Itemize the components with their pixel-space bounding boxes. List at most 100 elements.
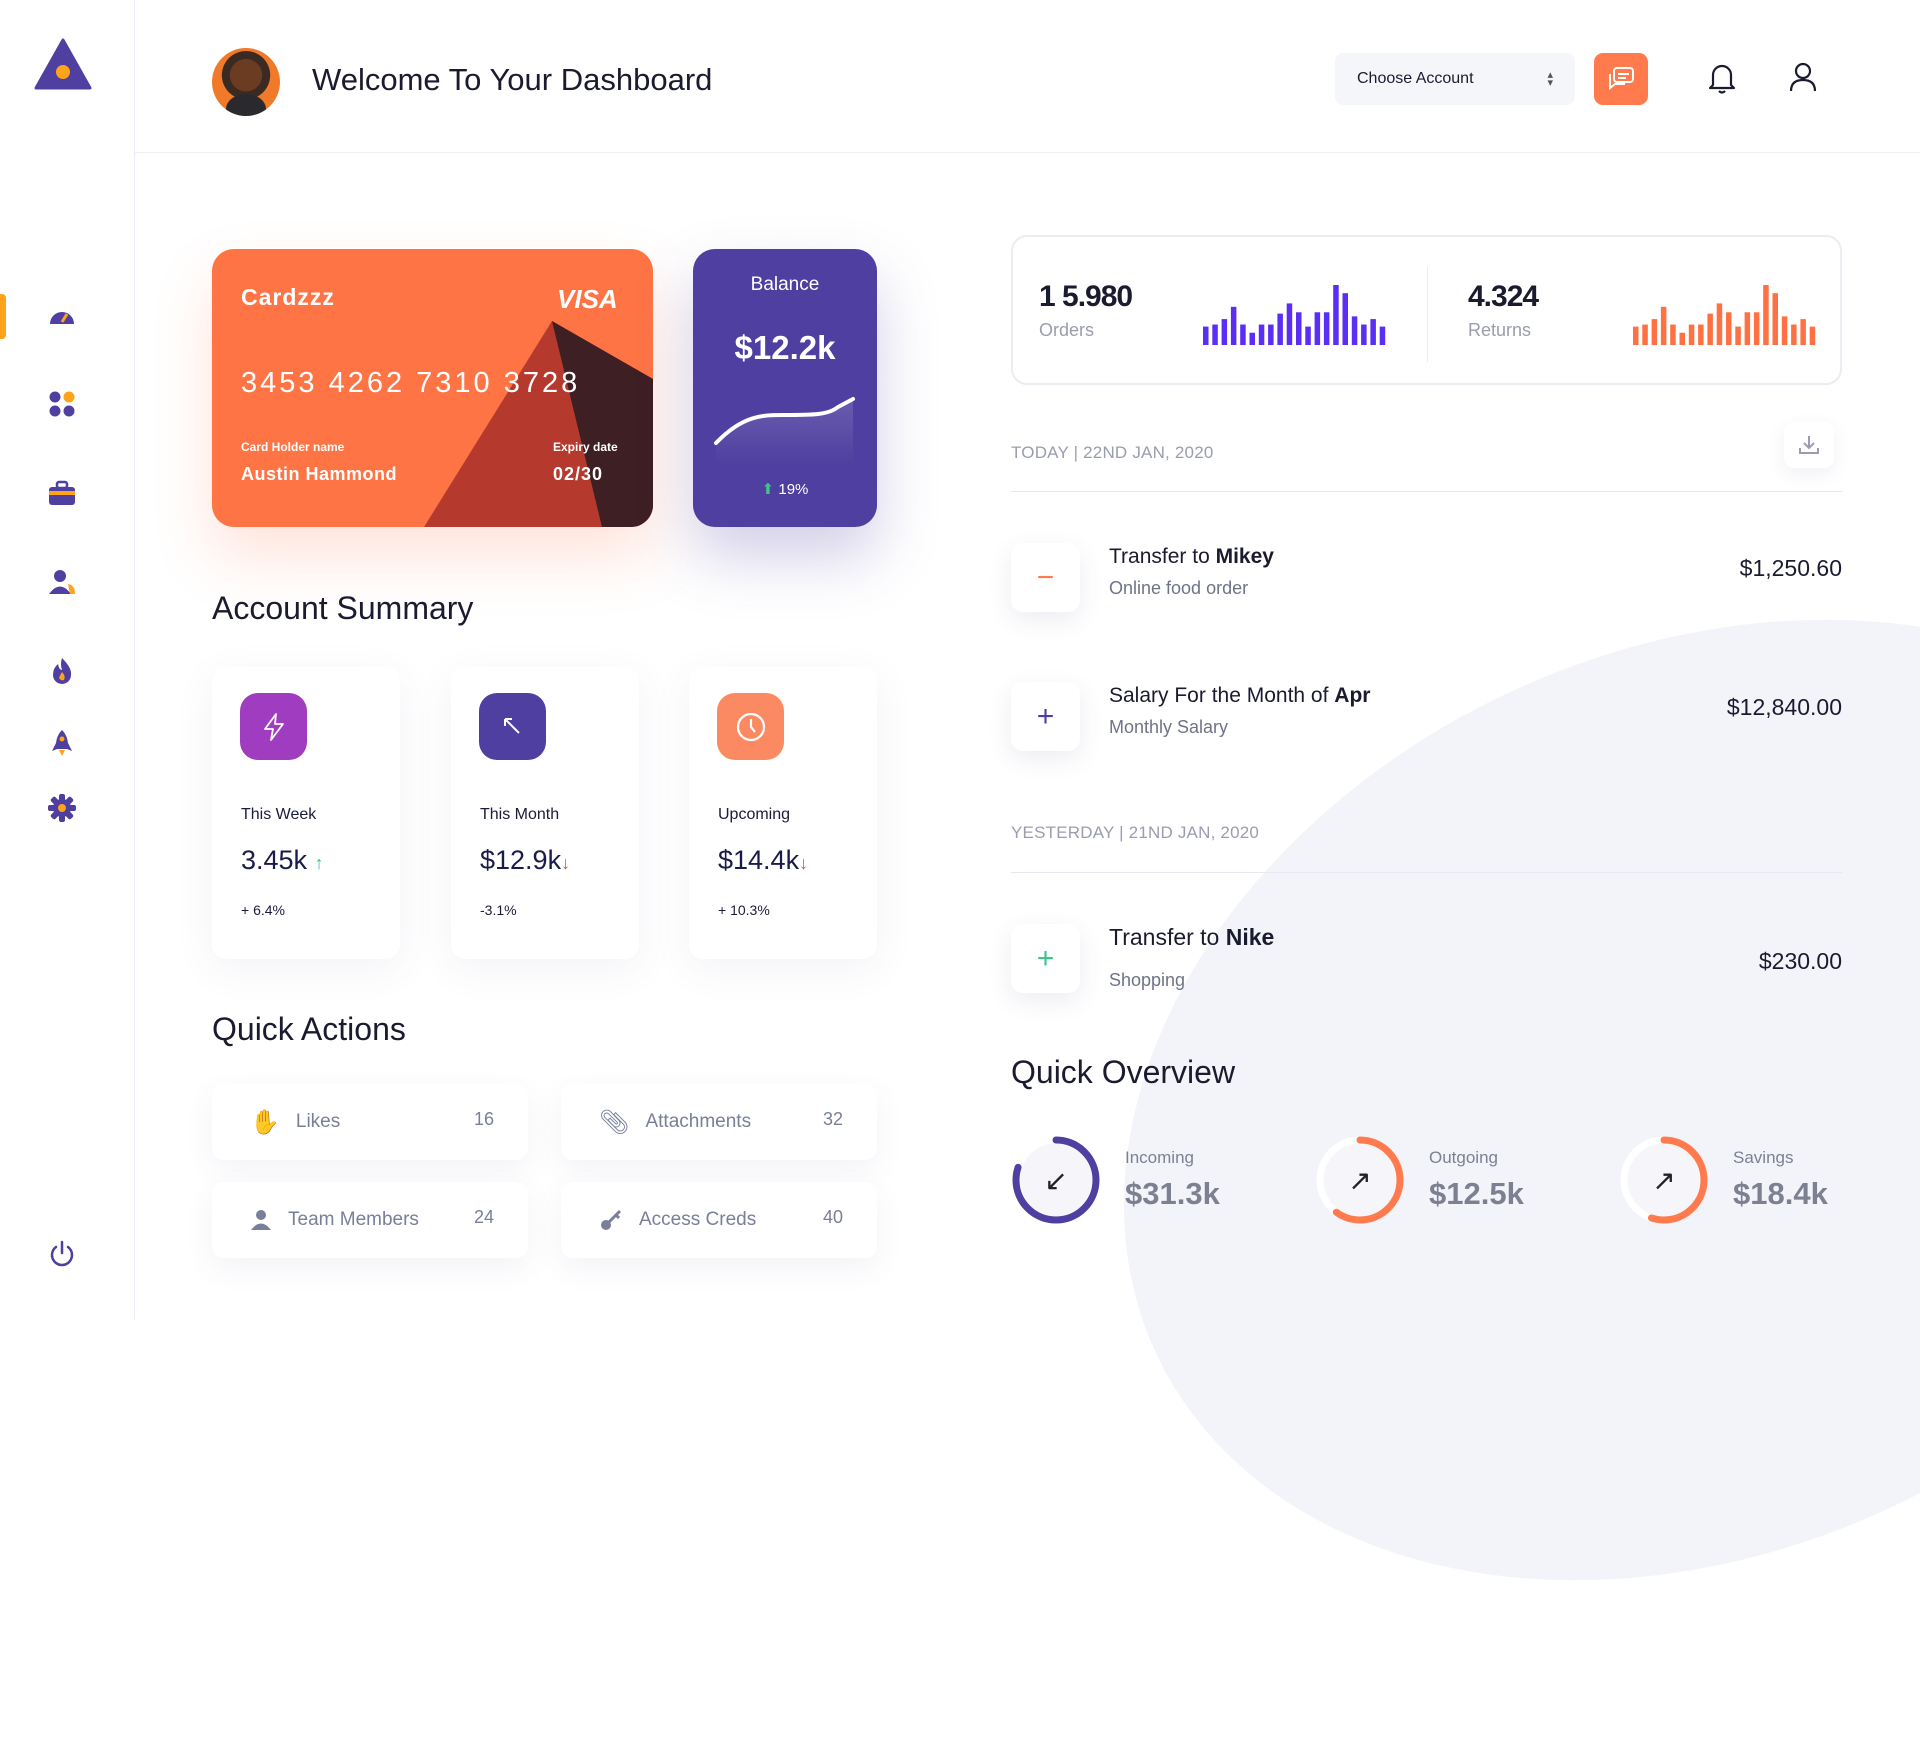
summary-change: -3.1% [480,902,517,918]
transaction-row[interactable]: + Transfer to Nike Shopping $230.00 [1011,924,1842,994]
expiry-label: Expiry date [553,440,618,454]
user-icon [1789,62,1817,92]
sidebar-item-dashboard[interactable] [48,302,76,330]
summary-value: 3.45k [241,845,308,875]
overview-incoming[interactable]: ↙ Incoming $31.3k [1011,1130,1311,1230]
overview-value: $31.3k [1125,1176,1220,1211]
quick-action-count: 32 [822,1108,843,1129]
page-title: Welcome To Your Dashboard [312,62,713,97]
savings-progress-ring: ↗ [1620,1136,1708,1224]
transaction-recipient: Apr [1334,684,1371,707]
arrow-icon: ↗ [1348,1165,1371,1196]
sidebar-item-portfolio[interactable] [48,479,76,507]
bar [1633,326,1639,345]
bar [1370,319,1376,345]
bar [1240,324,1246,345]
balance-card[interactable]: Balance $12.2k ⬆ 19% [693,249,877,527]
transaction-recipient: Mikey [1215,545,1274,568]
quick-action-label: Team Members [288,1209,419,1230]
quick-action-team-members[interactable]: Team Members 24 [212,1182,528,1258]
summary-label: This Month [480,806,560,823]
transaction-amount: $230.00 [1758,948,1842,974]
orders-value: 1 5.980 [1039,280,1133,313]
bar [1221,319,1228,345]
rocket-icon [52,730,72,756]
bar [1763,285,1769,345]
messages-button[interactable] [1594,53,1648,105]
bar [1791,324,1797,345]
transaction-row[interactable]: + Salary For the Month of Apr Monthly Sa… [1011,682,1842,752]
minus-icon: − [1011,543,1080,612]
active-indicator [0,294,6,339]
summary-change: + 10.3% [718,902,770,918]
orders-label: Orders [1039,320,1095,340]
briefcase-icon [49,480,75,505]
profile-button[interactable] [1789,62,1817,97]
balance-label: Balance [750,274,820,295]
sidebar-item-users[interactable] [48,568,76,596]
header: Welcome To Your Dashboard Choose Account… [135,0,1920,153]
gear-icon [48,794,76,822]
download-button[interactable] [1784,422,1834,468]
card-holder: Austin Hammond [241,464,398,484]
transaction-subtitle: Monthly Salary [1109,717,1229,737]
quick-action-attachments[interactable]: 📎︎ Attachments 32 [561,1084,877,1160]
transaction-row[interactable]: − Transfer to Mikey Online food order $1… [1011,543,1842,613]
card-decoration [424,321,653,527]
bar [1670,324,1676,345]
quick-action-likes[interactable]: ✋ Likes 16 [212,1084,528,1160]
choose-account-select[interactable]: Choose Account ▴ ▾ [1335,53,1575,105]
bar [1351,316,1358,345]
power-icon [50,1240,74,1267]
logout-button[interactable] [48,1240,76,1268]
bar [1249,332,1255,345]
quick-action-access-creds[interactable]: Access Creds 40 [561,1182,877,1258]
notifications-button[interactable] [1707,62,1737,99]
credit-card[interactable]: Cardzzz VISA 3453 4262 7310 3728 Card Ho… [212,249,653,527]
sidebar-item-launch[interactable] [48,729,76,757]
expiry-date: 02/30 [553,464,604,484]
hand-icon: ✋ [250,1108,280,1136]
overview-savings[interactable]: ↗ Savings $18.4k [1619,1130,1919,1230]
avatar[interactable] [212,48,280,116]
summary-card-this-month[interactable]: This Month $12.9k↓ -3.1% [451,667,639,959]
returns-label: Returns [1468,320,1532,340]
bar [1268,324,1274,345]
summary-change: + 6.4% [241,902,285,918]
plus-icon: + [1011,924,1080,993]
bar [1716,303,1723,345]
bar [1323,312,1330,345]
transaction-subtitle: Online food order [1109,578,1249,598]
summary-card-this-week[interactable]: This Week 3.45k ↑ + 6.4% [212,667,400,959]
transaction-amount: $12,840.00 [1726,694,1842,720]
trend-up-icon: ↑ [314,853,324,873]
bar [1772,293,1778,345]
orders-bar-chart [1203,285,1386,345]
sidebar-item-trending[interactable] [48,656,76,684]
arrow-icon: ↗ [1652,1165,1675,1196]
overview-label: Outgoing [1429,1148,1498,1167]
bar [1781,316,1788,345]
arrow-icon: ↙ [1044,1165,1067,1196]
trend-down-icon: ↓ [561,853,571,873]
overview-outgoing[interactable]: ↗ Outgoing $12.5k [1315,1130,1615,1230]
transaction-amount: $1,250.60 [1739,555,1842,581]
user-icon [251,1210,271,1230]
sidebar [0,0,135,1320]
key-icon [601,1209,622,1230]
grid-icon [49,391,75,417]
plus-icon: + [1011,682,1080,751]
summary-card-upcoming[interactable]: Upcoming $14.4k↓ + 10.3% [689,667,877,959]
flame-icon [53,658,72,684]
returns-bar-chart [1633,285,1816,345]
bar [1305,326,1311,345]
sidebar-item-apps[interactable] [48,390,76,418]
card-brand: Cardzzz [241,284,335,310]
transaction-title: Transfer to [1109,545,1216,568]
bar [1744,312,1751,345]
chat-icon [1609,67,1634,91]
sidebar-item-settings[interactable] [48,794,76,822]
bar [1642,324,1648,345]
clock-icon [717,693,784,760]
bar [1203,326,1209,345]
